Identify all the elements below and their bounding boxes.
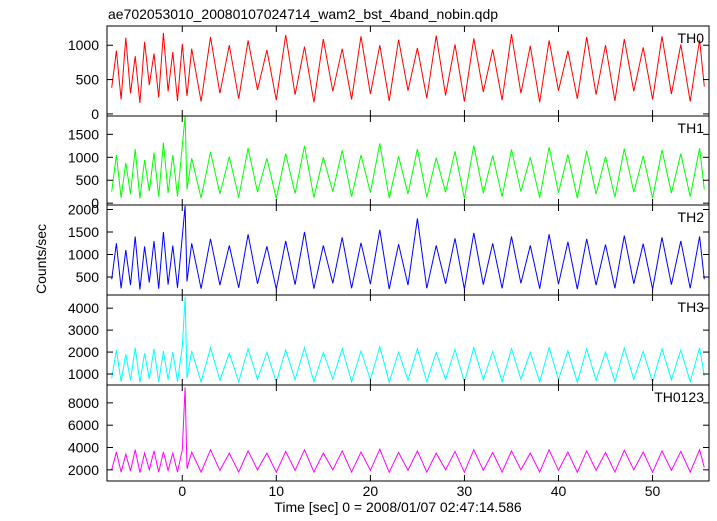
panel-label-th1: TH1 <box>678 120 705 136</box>
panel-frame-th0123 <box>106 384 710 482</box>
y-tick-label-th2-1500: 1500 <box>68 224 99 240</box>
series-line-th0123 <box>111 387 705 474</box>
panel-frame-th0 <box>106 25 710 117</box>
y-tick-label-th2-2000: 2000 <box>68 202 99 218</box>
y-tick-label-th1-1000: 1000 <box>68 149 99 165</box>
panel-frame-th3 <box>106 294 710 386</box>
y-tick-label-th0123-8000: 8000 <box>68 395 99 411</box>
y-tick-label-th0-1000: 1000 <box>68 37 99 53</box>
series-line-th3 <box>111 297 705 384</box>
x-tick-label-50: 50 <box>645 483 661 499</box>
x-axis-label: Time [sec] 0 = 2008/01/07 02:47:14.586 <box>274 499 522 515</box>
x-tick-label-10: 10 <box>269 483 285 499</box>
chart-title: ae702053010_20080107024714_wam2_bst_4ban… <box>108 6 498 22</box>
panel-label-th0: TH0 <box>678 30 705 46</box>
panel-frame-th2 <box>106 204 710 296</box>
y-tick-label-th0123-6000: 6000 <box>68 417 99 433</box>
series-line-th0 <box>111 32 705 103</box>
y-tick-label-th3-4000: 4000 <box>68 300 99 316</box>
x-tick-label-30: 30 <box>457 483 473 499</box>
panel-label-th0123: TH0123 <box>654 389 704 405</box>
y-tick-label-th3-3000: 3000 <box>68 322 99 338</box>
x-tick-label-40: 40 <box>551 483 567 499</box>
y-tick-label-th3-1000: 1000 <box>68 366 99 382</box>
y-tick-label-th2-1000: 1000 <box>68 247 99 263</box>
x-tick-label-0: 0 <box>178 483 186 499</box>
y-tick-label-th3-2000: 2000 <box>68 344 99 360</box>
y-tick-label-th0123-2000: 2000 <box>68 462 99 478</box>
panel-label-th2: TH2 <box>678 209 705 225</box>
y-tick-label-th1-0: 0 <box>91 195 99 211</box>
series-line-th1 <box>111 116 705 199</box>
y-axis-label: Counts/sec <box>33 224 49 294</box>
x-tick-label-20: 20 <box>363 483 379 499</box>
y-tick-label-th0123-4000: 4000 <box>68 440 99 456</box>
series-line-th2 <box>111 205 705 290</box>
panel-label-th3: TH3 <box>678 299 705 315</box>
y-tick-label-th0-0: 0 <box>91 106 99 122</box>
y-tick-label-th2-500: 500 <box>76 269 100 285</box>
y-tick-label-th0-500: 500 <box>76 72 100 88</box>
y-tick-label-th1-500: 500 <box>76 172 100 188</box>
y-tick-label-th1-1500: 1500 <box>68 126 99 142</box>
